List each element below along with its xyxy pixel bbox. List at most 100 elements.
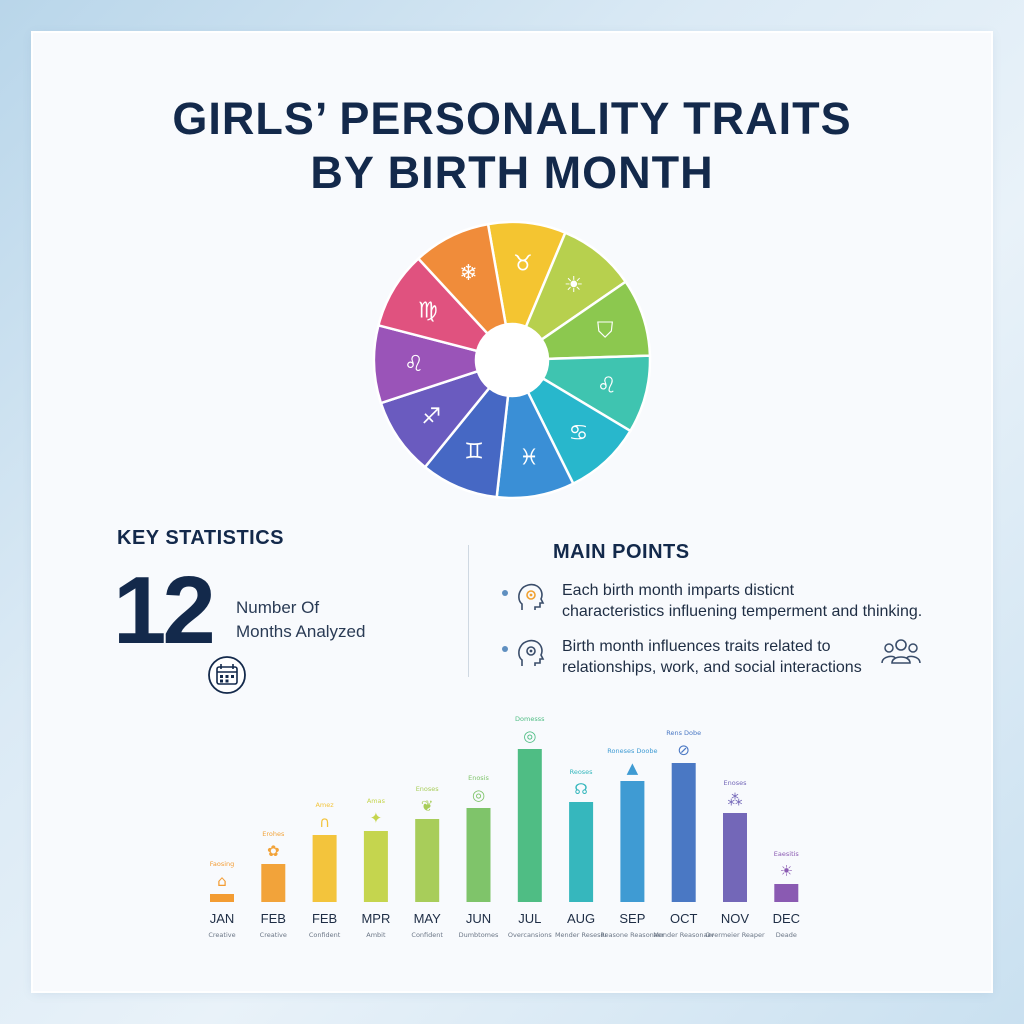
bullet-dot xyxy=(502,590,508,596)
bar-top-label: Rens Dobe xyxy=(666,729,701,737)
wheel-center xyxy=(477,325,547,395)
title-line-1: GIRLS’ PERSONALITY TRAITS xyxy=(172,93,852,144)
bar-top-label: Domesss xyxy=(515,715,545,723)
bar-top-label: Enosis xyxy=(468,774,489,782)
virgo-icon: ♍ xyxy=(418,299,438,324)
head-gear-icon xyxy=(518,583,545,610)
house-icon: ⌂ xyxy=(217,872,227,890)
trait-label: Mender Reasonaer xyxy=(653,931,714,939)
bar xyxy=(671,763,696,902)
trait-label: Reasone Reasonaer xyxy=(600,931,664,939)
bar-top-label: Roneses Doobe xyxy=(607,747,657,755)
trait-label: Confident xyxy=(309,931,341,939)
bar xyxy=(415,819,440,902)
month-label: JUN xyxy=(466,911,491,926)
page-title: GIRLS’ PERSONALITY TRAITS BY BIRTH MONTH xyxy=(0,92,1024,200)
month-label: NOV xyxy=(721,911,750,926)
main-point-1-line-2: characteristics influening temperment an… xyxy=(562,603,923,620)
snowflake-icon: ❄ xyxy=(459,261,477,286)
star-icon: ✦ xyxy=(370,809,383,827)
trait-label: Confident xyxy=(411,931,443,939)
month-label: FEB xyxy=(312,911,337,926)
bar-top-label: Enoses xyxy=(724,779,748,787)
month-label: JAN xyxy=(210,911,235,926)
main-point-2-text: Birth month influences traits related to… xyxy=(562,636,862,678)
bar-top-label: Amas xyxy=(367,797,386,805)
bar xyxy=(363,831,388,902)
globe-icon: ◎ xyxy=(472,786,485,804)
sagittarius-icon: ♐ xyxy=(421,405,441,430)
lightbulb-icon: ♌ xyxy=(597,374,617,399)
bar xyxy=(210,894,234,902)
ribbon-icon: ☊ xyxy=(574,780,587,798)
main-point-1-text: Each birth month imparts disticnt charac… xyxy=(562,580,922,622)
molecule-icon: ⁂ xyxy=(728,791,743,809)
bulb-icon: ☀ xyxy=(780,862,793,880)
bar xyxy=(466,808,491,902)
bar-top-label: Faosing xyxy=(210,860,235,868)
flower-icon: ✿ xyxy=(267,842,280,860)
month-label: MAY xyxy=(414,911,442,926)
month-label: MPR xyxy=(361,911,390,926)
rocket-icon: ▲ xyxy=(627,759,639,777)
main-point-2: Birth month influences traits related to… xyxy=(498,636,958,686)
pisces-icon: ♓ xyxy=(519,446,539,471)
trait-label: Dumbtomes xyxy=(459,931,499,939)
head-gear-icon xyxy=(518,639,545,666)
months-count: 12 xyxy=(113,557,216,664)
trait-label: Creative xyxy=(208,931,235,939)
trait-label: Mender Reseser xyxy=(555,931,608,939)
infographic-card xyxy=(33,33,991,991)
horseshoe-icon: ∩ xyxy=(319,813,330,831)
calendar-icon xyxy=(208,656,246,694)
leo-icon: ♌ xyxy=(404,352,424,377)
bar-top-label: Amez xyxy=(315,801,334,809)
month-label: OCT xyxy=(670,911,698,926)
main-point-1-line-1: Each birth month imparts disticnt xyxy=(562,582,795,599)
shield-icon: ⛉ xyxy=(597,318,614,343)
main-point-1: Each birth month imparts disticnt charac… xyxy=(498,580,958,630)
bar xyxy=(774,884,799,902)
month-label: JUL xyxy=(518,911,541,926)
month-label: FEB xyxy=(261,911,286,926)
section-divider xyxy=(468,545,469,677)
main-points-heading: MAIN POINTS xyxy=(553,541,690,563)
people-icon xyxy=(881,639,921,664)
trait-label: Overcansions xyxy=(508,931,552,939)
bar xyxy=(620,781,645,902)
globe-icon: ◎ xyxy=(523,727,536,745)
zodiac-wheel: ♉ ☀ ⛉ ♌ ♋ ♓ ♊ ♐ ♌ ♍ ❄ xyxy=(372,220,652,500)
bar-top-label: Reoses xyxy=(570,768,594,776)
months-label-line-1: Number Of xyxy=(236,598,320,617)
taurus-icon: ♉ xyxy=(513,252,533,277)
wheel-segment xyxy=(416,222,508,336)
birth-month-bar-chart: ⌂ Faosing JAN Creative ✿ Erohes FEB Creative ∩ Am… xyxy=(208,715,800,939)
main-point-2-line-1: Birth month influences traits related to xyxy=(562,638,831,655)
main-point-2-line-2: relationships, work, and social interact… xyxy=(562,659,862,676)
sun-icon: ☀ xyxy=(564,273,584,298)
bar-top-label: Enoses xyxy=(416,785,440,793)
bar xyxy=(312,835,337,902)
leaf-icon: ❦ xyxy=(421,797,434,815)
trait-label: Overmeier Reaper xyxy=(705,931,765,939)
compass-icon: ⊘ xyxy=(677,741,690,759)
bar xyxy=(723,813,747,902)
title-line-2: BY BIRTH MONTH xyxy=(310,147,714,198)
trait-label: Deade xyxy=(776,931,797,939)
bar-top-label: Eaesitis xyxy=(774,850,800,858)
month-label: SEP xyxy=(619,911,645,926)
bar xyxy=(517,749,542,902)
trait-label: Creative xyxy=(260,931,287,939)
gemini-icon: ♊ xyxy=(464,439,484,464)
key-statistics-heading: KEY STATISTICS xyxy=(117,527,285,549)
bullet-dot xyxy=(502,646,508,652)
trait-label: Ambit xyxy=(366,931,386,939)
bar xyxy=(261,864,286,902)
month-label: DEC xyxy=(773,911,800,926)
bar-top-label: Erohes xyxy=(262,830,285,838)
cancer-icon: ♋ xyxy=(569,421,589,446)
months-count-label: Number Of Months Analyzed xyxy=(236,596,365,644)
months-label-line-2: Months Analyzed xyxy=(236,622,366,641)
month-label: AUG xyxy=(567,911,595,926)
bar xyxy=(569,802,594,902)
